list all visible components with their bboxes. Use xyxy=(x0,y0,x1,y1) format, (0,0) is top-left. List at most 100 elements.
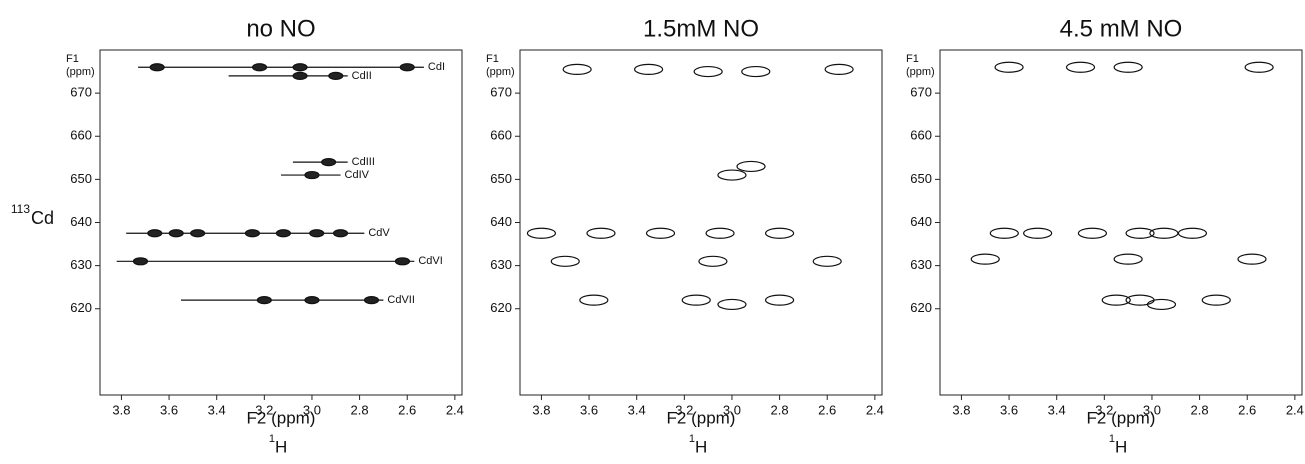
peak xyxy=(970,253,1000,265)
panel-title: 1.5mM NO xyxy=(643,15,759,42)
x-tick-label: 2.6 xyxy=(398,402,416,417)
y-tick-label: 670 xyxy=(910,85,932,100)
peak xyxy=(304,296,320,305)
peak xyxy=(764,227,795,239)
y-tick-label: 630 xyxy=(910,257,932,272)
peak-label: CdVI xyxy=(418,255,442,267)
y-tick-label: 650 xyxy=(70,171,92,186)
peak xyxy=(1023,227,1053,239)
peak xyxy=(824,63,854,76)
x-tick-label: 3.8 xyxy=(532,402,550,417)
peak xyxy=(309,229,325,238)
y-tick-label: 640 xyxy=(910,214,932,229)
peak xyxy=(1113,253,1143,265)
x-tick-label: 3.8 xyxy=(952,402,970,417)
peak xyxy=(292,63,308,72)
x-tick-label: 2.6 xyxy=(1238,402,1256,417)
x-tick-label: 3.0 xyxy=(303,402,321,417)
peak xyxy=(1201,294,1231,306)
x-nucleus-mass: 1 xyxy=(689,433,695,445)
peak xyxy=(1125,227,1155,239)
peak xyxy=(736,160,766,173)
peak xyxy=(698,255,728,267)
peak xyxy=(1244,61,1274,73)
x-axis-label: F2 (ppm) xyxy=(667,408,736,427)
y-tick-label: 630 xyxy=(70,257,92,272)
peak xyxy=(149,63,165,72)
y-tick-label: 660 xyxy=(490,128,512,143)
x-nucleus-symbol: H xyxy=(695,437,707,456)
x-tick-label: 3.8 xyxy=(112,402,130,417)
peak-label: CdI xyxy=(428,61,445,73)
peak xyxy=(1177,227,1208,239)
y-tick-label: 640 xyxy=(490,214,512,229)
x-nucleus-mass: 1 xyxy=(269,433,275,445)
x-nucleus-mass: 1 xyxy=(1109,433,1115,445)
peak xyxy=(586,227,616,239)
x-tick-label: 3.6 xyxy=(1000,402,1018,417)
peak xyxy=(147,229,163,238)
peak xyxy=(292,71,308,80)
peak xyxy=(1077,227,1108,239)
y-nucleus-mass: 113 xyxy=(11,202,30,216)
y-tick-label: 660 xyxy=(910,128,932,143)
x-tick-label: 3.0 xyxy=(1143,402,1161,417)
y-tick-label: 670 xyxy=(70,85,92,100)
peak xyxy=(328,71,344,80)
panel-title: no NO xyxy=(246,15,315,42)
y-tick-label: 670 xyxy=(490,85,512,100)
x-nucleus-symbol: H xyxy=(1115,437,1127,456)
peak xyxy=(190,229,206,238)
x-tick-label: 3.6 xyxy=(580,402,598,417)
peak xyxy=(562,63,592,76)
y-axis-label: F1 xyxy=(486,53,499,65)
peak-label: CdVII xyxy=(387,294,415,306)
x-tick-label: 3.4 xyxy=(628,402,646,417)
y-tick-label: 660 xyxy=(70,128,92,143)
peak xyxy=(994,61,1024,73)
peak xyxy=(717,169,747,181)
y-tick-label: 650 xyxy=(490,171,512,186)
peak xyxy=(1065,61,1096,73)
peak xyxy=(681,294,711,306)
peak xyxy=(645,227,676,239)
y-axis-unit: (ppm) xyxy=(906,66,935,78)
y-tick-label: 640 xyxy=(70,214,92,229)
y-tick-label: 630 xyxy=(490,257,512,272)
y-tick-label: 620 xyxy=(490,300,512,315)
peak xyxy=(989,227,1019,239)
peak xyxy=(399,63,415,72)
x-tick-label: 3.6 xyxy=(160,402,178,417)
peak xyxy=(634,63,664,76)
y-axis-label: F1 xyxy=(66,53,79,65)
peak xyxy=(304,170,320,180)
x-tick-label: 3.4 xyxy=(208,402,226,417)
x-axis-label: F2 (ppm) xyxy=(247,408,316,427)
peak xyxy=(394,257,411,266)
x-tick-label: 2.8 xyxy=(1191,402,1209,417)
peak-label: CdIII xyxy=(352,156,375,168)
y-nucleus-symbol: Cd xyxy=(31,208,54,228)
peak xyxy=(256,296,272,305)
peak xyxy=(526,227,557,239)
x-tick-label: 3.4 xyxy=(1048,402,1066,417)
peak xyxy=(132,257,149,266)
peak xyxy=(275,229,291,238)
peak xyxy=(168,229,184,238)
y-axis-label: F1 xyxy=(906,53,919,65)
peak xyxy=(717,298,747,311)
plot-frame xyxy=(519,49,883,396)
x-tick-label: 3.2 xyxy=(1095,402,1113,417)
x-tick-label: 2.4 xyxy=(1286,402,1304,417)
peak xyxy=(363,296,380,305)
peak xyxy=(321,158,337,167)
x-tick-label: 2.8 xyxy=(351,402,369,417)
x-tick-label: 2.8 xyxy=(771,402,789,417)
peak-label: CdII xyxy=(352,70,372,82)
peak xyxy=(332,229,349,238)
y-tick-label: 620 xyxy=(70,300,92,315)
peak xyxy=(705,227,735,239)
x-tick-label: 3.2 xyxy=(675,402,693,417)
peak xyxy=(1113,61,1143,73)
